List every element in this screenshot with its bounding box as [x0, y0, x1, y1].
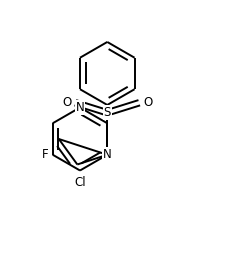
Text: N: N: [76, 101, 84, 114]
Text: S: S: [104, 106, 111, 119]
Text: Cl: Cl: [74, 176, 86, 189]
Text: N: N: [103, 148, 112, 161]
Text: O: O: [143, 96, 153, 109]
Text: O: O: [62, 96, 71, 109]
Text: F: F: [42, 148, 49, 161]
